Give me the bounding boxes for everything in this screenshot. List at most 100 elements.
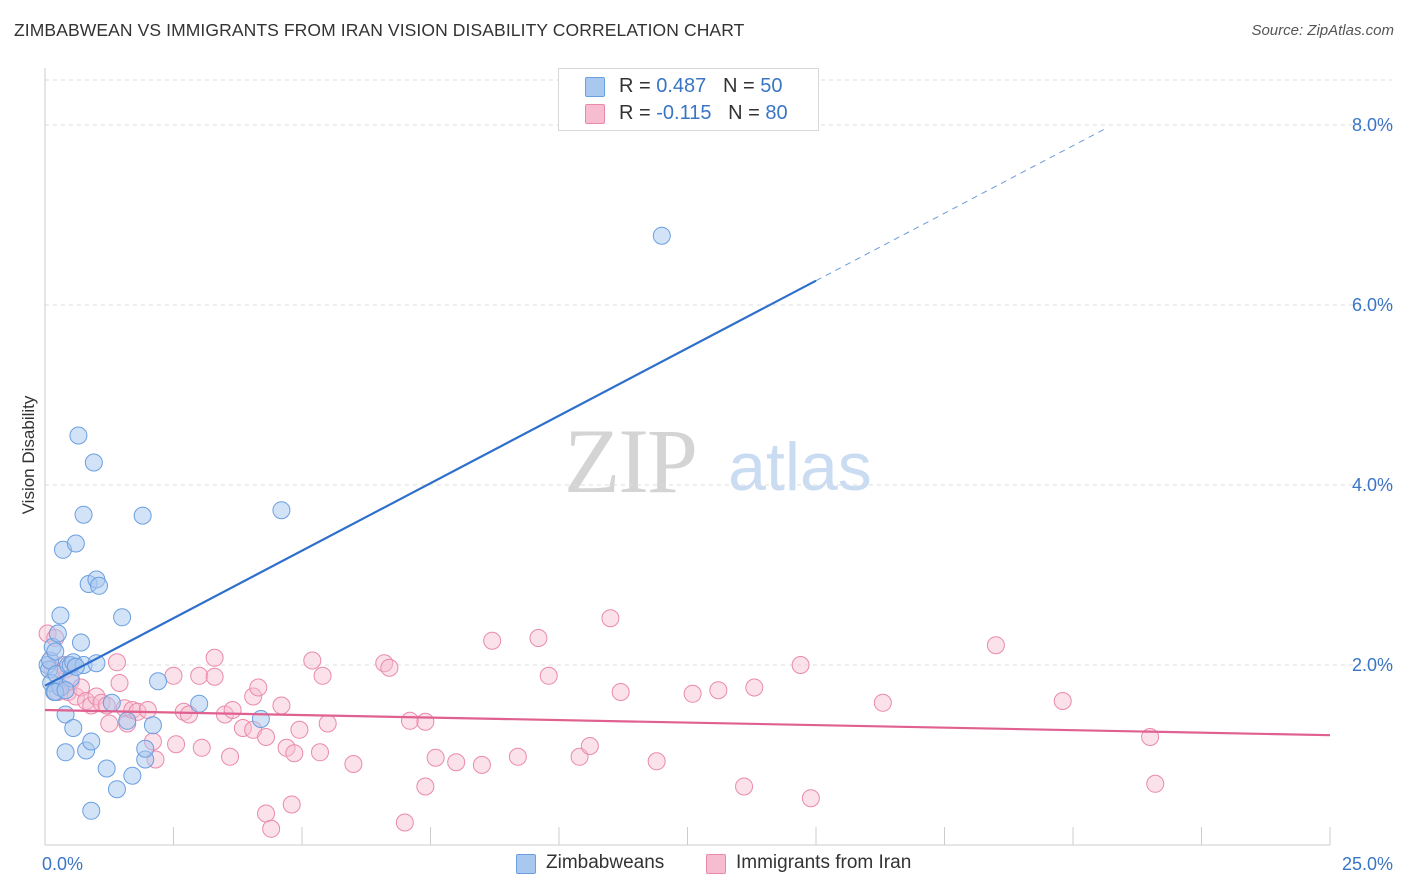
bottom-legend-swatch-pink <box>706 854 726 874</box>
blue-point <box>82 801 101 820</box>
pink-point <box>601 609 620 628</box>
pink-point <box>205 648 224 667</box>
pink-point <box>447 753 466 772</box>
y-axis-label: Vision Disability <box>19 395 38 514</box>
pink-point <box>249 678 268 697</box>
blue-point <box>102 693 121 712</box>
blue-point <box>87 654 106 673</box>
pink-point <box>580 737 599 755</box>
watermark-atlas: atlas <box>728 429 872 505</box>
pink-point <box>986 636 1005 655</box>
pink-point <box>873 693 892 712</box>
blue-point <box>107 780 126 799</box>
blue-point <box>272 501 291 520</box>
pink-point <box>1053 692 1072 710</box>
bottom-legend-label-blue: Zimbabweans <box>546 852 665 873</box>
gridlines <box>45 79 1392 666</box>
pink-point <box>290 720 309 739</box>
legend-text-pink: R = -0.115 N = 80 <box>619 102 788 125</box>
pink-point <box>110 674 129 692</box>
blue-trendline-extension <box>815 129 1105 282</box>
pink-point <box>801 789 820 808</box>
x-tick-label-min: 0.0% <box>42 854 83 874</box>
pink-point <box>100 714 119 733</box>
legend-n-label: N = <box>728 102 766 124</box>
watermark-zip: ZIP <box>564 410 696 512</box>
blue-point <box>56 681 75 700</box>
pink-point <box>257 728 276 746</box>
legend-n-value: 80 <box>765 102 788 124</box>
pink-point <box>529 629 548 647</box>
pink-point <box>167 735 186 754</box>
bottom-legend-swatch-blue <box>516 854 536 874</box>
blue-point <box>652 226 671 245</box>
pink-point <box>303 651 322 670</box>
legend-swatch-pink <box>585 104 605 124</box>
legend-text-blue: R = 0.487 N = 50 <box>619 75 782 98</box>
axes <box>44 68 1331 846</box>
pink-point <box>262 819 281 838</box>
pink-point <box>257 804 276 823</box>
chart-title: ZIMBABWEAN VS IMMIGRANTS FROM IRAN VISIO… <box>14 20 745 40</box>
pink-point <box>318 714 337 733</box>
pink-point <box>426 748 445 767</box>
pink-point <box>282 795 301 814</box>
watermark: ZIP atlas <box>564 410 872 512</box>
pink-point <box>1146 774 1165 793</box>
blue-point <box>51 606 70 625</box>
pink-point <box>205 667 224 686</box>
y-tick-label: 6.0% <box>1352 295 1393 315</box>
legend-n-value: 50 <box>760 75 783 97</box>
blue-point <box>74 505 93 524</box>
blue-point <box>82 732 101 751</box>
pink-point <box>745 678 764 697</box>
blue-point <box>149 672 168 691</box>
blue-point <box>133 506 152 525</box>
blue-trendline <box>44 279 817 687</box>
pink-point <box>709 681 728 700</box>
pink-point <box>508 747 527 766</box>
blue-point <box>97 759 116 778</box>
pink-point <box>221 747 240 766</box>
pink-point <box>223 701 242 719</box>
blue-point <box>46 642 65 661</box>
pink-point <box>285 744 304 763</box>
blue-point <box>190 694 209 713</box>
pink-point <box>344 755 363 773</box>
blue-point <box>136 739 155 758</box>
pink-point <box>164 666 183 685</box>
pink-point <box>683 684 702 703</box>
legend-swatch-blue <box>585 77 605 97</box>
blue-point <box>56 743 75 762</box>
pink-point <box>735 777 754 796</box>
blue-point <box>64 719 83 737</box>
pink-point <box>647 752 666 771</box>
blue-point <box>123 766 142 785</box>
pink-point <box>272 696 291 715</box>
blue-point <box>71 633 90 652</box>
pink-point <box>539 666 558 685</box>
blue-point <box>69 426 88 445</box>
bottom-legend-label-pink: Immigrants from Iran <box>736 852 912 873</box>
blue-point <box>84 453 103 472</box>
pink-point <box>310 743 329 762</box>
tick-labels: 2.0% 4.0% 6.0% 8.0% 0.0% 25.0% <box>42 115 1393 874</box>
legend-r-label: R = <box>619 75 657 97</box>
pink-point <box>313 666 332 685</box>
blue-point <box>48 624 67 643</box>
pink-point <box>416 712 435 731</box>
legend-r-value: 0.487 <box>656 75 707 97</box>
pink-point <box>190 666 209 685</box>
legend-r-label: R = <box>619 102 657 124</box>
blue-point <box>66 534 85 553</box>
pink-point <box>244 687 263 706</box>
pink-point <box>416 777 435 796</box>
pink-point <box>192 738 211 757</box>
pink-point <box>107 653 126 672</box>
pink-point <box>791 656 810 674</box>
pink-trendline <box>44 708 1331 737</box>
source-credit: Source: ZipAtlas.com <box>1251 22 1394 39</box>
x-tick-label-max: 25.0% <box>1342 854 1393 874</box>
y-tick-label: 2.0% <box>1352 655 1393 675</box>
